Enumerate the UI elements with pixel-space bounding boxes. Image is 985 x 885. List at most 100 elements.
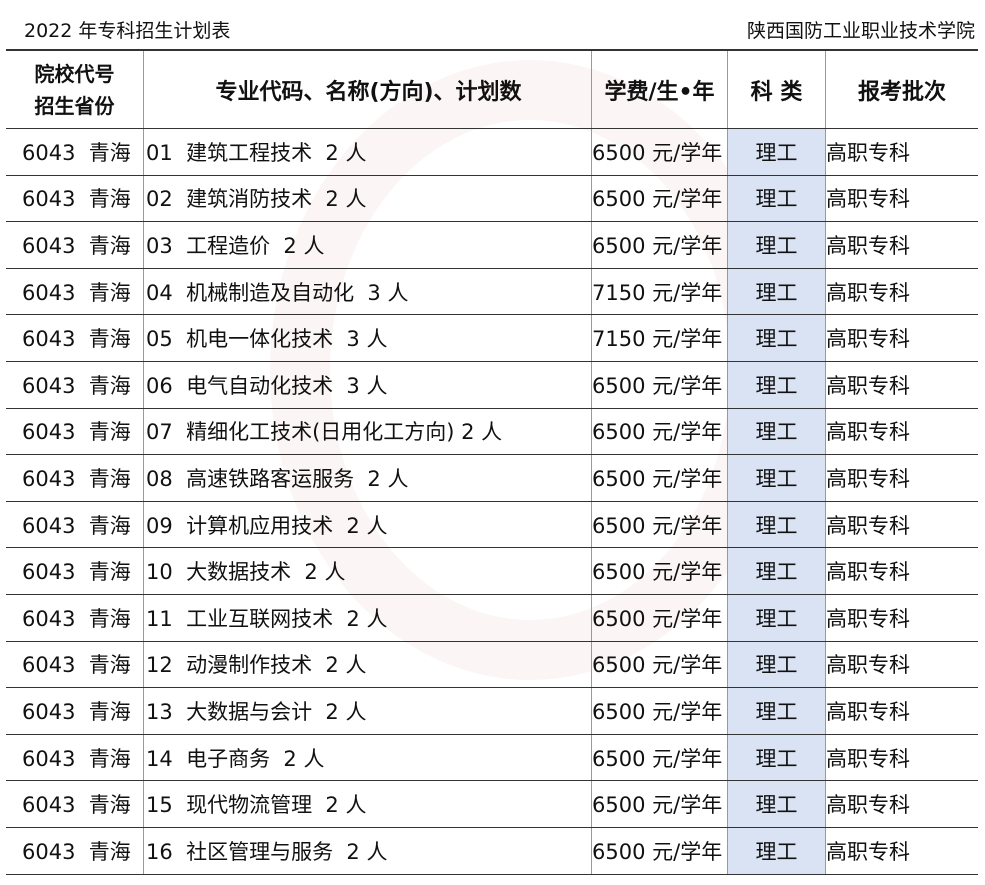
cell-batch: 高职专科 [825,827,978,875]
cell-major: 06 电气自动化技术 3 人 [143,361,592,409]
cell-major: 07 精细化工技术(日用化工方向) 2 人 [143,408,592,456]
cell-fee: 6500 元/学年 [591,734,728,782]
table-row: 6043 青海 10 大数据技术 2 人 6500 元/学年 理工 高职专科 [6,547,978,595]
table-row: 6043 青海 08 高速铁路客运服务 2 人 6500 元/学年 理工 高职专科 [6,454,978,502]
cell-fee: 6500 元/学年 [591,641,728,689]
header-code-province: 院校代号 招生省份 [6,49,144,129]
cell-major: 15 现代物流管理 2 人 [143,780,592,828]
cell-category: 理工 [727,687,826,735]
table-row: 6043 青海 04 机械制造及自动化 3 人 7150 元/学年 理工 高职专科 [6,268,978,316]
header-category: 科 类 [727,49,826,129]
cell-fee: 6500 元/学年 [591,547,728,595]
table-row: 6043 青海 05 机电一体化技术 3 人 7150 元/学年 理工 高职专科 [6,314,978,362]
table-row: 6043 青海 11 工业互联网技术 2 人 6500 元/学年 理工 高职专科 [6,594,978,642]
cell-major: 12 动漫制作技术 2 人 [143,641,592,689]
cell-batch: 高职专科 [825,221,978,269]
table-row: 6043 青海 12 动漫制作技术 2 人 6500 元/学年 理工 高职专科 [6,641,978,689]
cell-major: 10 大数据技术 2 人 [143,547,592,595]
cell-code-province: 6043 青海 [6,641,144,689]
cell-category: 理工 [727,594,826,642]
cell-code-province: 6043 青海 [6,361,144,409]
cell-major: 14 电子商务 2 人 [143,734,592,782]
table-row: 6043 青海 14 电子商务 2 人 6500 元/学年 理工 高职专科 [6,734,978,782]
cell-category: 理工 [727,128,826,176]
enrollment-plan-table: 院校代号 招生省份 专业代码、名称(方向)、计划数 学费/生•年 科 类 报考批次… [6,49,978,875]
table-header-row: 院校代号 招生省份 专业代码、名称(方向)、计划数 学费/生•年 科 类 报考批次 [6,49,978,129]
header-code-line1: 院校代号 [34,61,115,86]
cell-code-province: 6043 青海 [6,314,144,362]
cell-code-province: 6043 青海 [6,780,144,828]
cell-batch: 高职专科 [825,734,978,782]
header-batch: 报考批次 [825,49,978,129]
cell-code-province: 6043 青海 [6,501,144,549]
cell-category: 理工 [727,454,826,502]
cell-batch: 高职专科 [825,361,978,409]
school-name: 陕西国防工业职业技术学院 [746,20,975,42]
cell-major: 05 机电一体化技术 3 人 [143,314,592,362]
cell-fee: 7150 元/学年 [591,314,728,362]
cell-code-province: 6043 青海 [6,827,144,875]
cell-fee: 6500 元/学年 [591,687,728,735]
table-row: 6043 青海 13 大数据与会计 2 人 6500 元/学年 理工 高职专科 [6,687,978,735]
cell-major: 03 工程造价 2 人 [143,221,592,269]
table-row: 6043 青海 07 精细化工技术(日用化工方向) 2 人 6500 元/学年 理工高… [6,408,978,456]
cell-fee: 6500 元/学年 [591,361,728,409]
cell-code-province: 6043 青海 [6,221,144,269]
cell-batch: 高职专科 [825,501,978,549]
cell-category: 理工 [727,314,826,362]
cell-category: 理工 [727,221,826,269]
cell-batch: 高职专科 [825,641,978,689]
cell-fee: 6500 元/学年 [591,594,728,642]
cell-major: 16 社区管理与服务 2 人 [143,827,592,875]
cell-category: 理工 [727,734,826,782]
cell-category: 理工 [727,547,826,595]
cell-major: 11 工业互联网技术 2 人 [143,594,592,642]
header-code-line2: 招生省份 [34,93,115,118]
table-row: 6043 青海 01 建筑工程技术 2 人 6500 元/学年 理工 高职专科 [6,128,978,176]
cell-code-province: 6043 青海 [6,175,144,223]
cell-code-province: 6043 青海 [6,687,144,735]
cell-code-province: 6043 青海 [6,734,144,782]
table-row: 6043 青海 02 建筑消防技术 2 人 6500 元/学年 理工 高职专科 [6,175,978,223]
cell-batch: 高职专科 [825,594,978,642]
cell-fee: 6500 元/学年 [591,221,728,269]
table-row: 6043 青海 16 社区管理与服务 2 人 6500 元/学年 理工 高职专科 [6,827,978,875]
cell-major: 13 大数据与会计 2 人 [143,687,592,735]
cell-category: 理工 [727,361,826,409]
cell-code-province: 6043 青海 [6,128,144,176]
cell-category: 理工 [727,827,826,875]
cell-fee: 6500 元/学年 [591,454,728,502]
cell-batch: 高职专科 [825,268,978,316]
cell-category: 理工 [727,175,826,223]
cell-batch: 高职专科 [825,175,978,223]
table-row: 6043 青海 03 工程造价 2 人 6500 元/学年 理工 高职专科 [6,221,978,269]
cell-code-province: 6043 青海 [6,547,144,595]
cell-fee: 6500 元/学年 [591,175,728,223]
cell-major: 02 建筑消防技术 2 人 [143,175,592,223]
cell-batch: 高职专科 [825,408,978,456]
table-row: 6043 青海 15 现代物流管理 2 人 6500 元/学年 理工 高职专科 [6,780,978,828]
table-row: 6043 青海 06 电气自动化技术 3 人 6500 元/学年 理工 高职专科 [6,361,978,409]
table-row: 6043 青海 09 计算机应用技术 2 人 6500 元/学年 理工 高职专科 [6,501,978,549]
cell-batch: 高职专科 [825,780,978,828]
cell-batch: 高职专科 [825,314,978,362]
cell-batch: 高职专科 [825,687,978,735]
cell-batch: 高职专科 [825,128,978,176]
cell-category: 理工 [727,641,826,689]
cell-code-province: 6043 青海 [6,594,144,642]
cell-code-province: 6043 青海 [6,408,144,456]
cell-batch: 高职专科 [825,454,978,502]
cell-code-province: 6043 青海 [6,454,144,502]
cell-category: 理工 [727,268,826,316]
cell-code-province: 6043 青海 [6,268,144,316]
cell-major: 09 计算机应用技术 2 人 [143,501,592,549]
cell-category: 理工 [727,501,826,549]
page-title: 2022 年专科招生计划表 [24,20,231,42]
cell-fee: 6500 元/学年 [591,408,728,456]
cell-fee: 6500 元/学年 [591,501,728,549]
header-fee: 学费/生•年 [591,49,728,129]
cell-fee: 6500 元/学年 [591,780,728,828]
cell-major: 01 建筑工程技术 2 人 [143,128,592,176]
cell-category: 理工 [727,780,826,828]
cell-fee: 7150 元/学年 [591,268,728,316]
